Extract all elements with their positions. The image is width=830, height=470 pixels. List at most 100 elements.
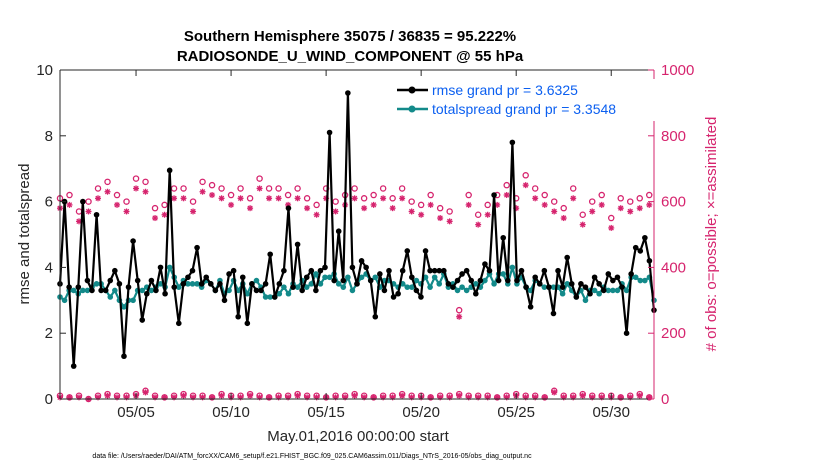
obs-assimilated-marker bbox=[437, 215, 444, 222]
totalspread-point bbox=[267, 294, 273, 300]
x-tick-label: 05/15 bbox=[307, 404, 345, 421]
obs-possible-marker bbox=[199, 178, 206, 186]
asterisk-stroke bbox=[475, 221, 481, 228]
totalspread-point bbox=[262, 294, 269, 300]
totalspread-point bbox=[632, 274, 639, 281]
obs-possible-marker bbox=[550, 198, 558, 205]
rmse-point bbox=[66, 284, 72, 290]
obs-assimilated-marker bbox=[209, 192, 216, 199]
obs-possible-marker bbox=[246, 195, 254, 202]
rmse-point bbox=[89, 287, 95, 294]
asterisk-stroke bbox=[580, 221, 586, 228]
rmse-point bbox=[623, 330, 630, 337]
asterisk-stroke bbox=[228, 202, 234, 208]
rmse-point bbox=[587, 290, 593, 297]
obs-assimilated-zero-marker bbox=[351, 392, 358, 399]
legend-spread-label: totalspread grand pr = 3.3548 bbox=[432, 101, 616, 117]
totalspread-point bbox=[276, 290, 283, 297]
totalspread-point bbox=[564, 281, 570, 287]
rmse-point bbox=[276, 281, 283, 287]
obs-possible-marker bbox=[132, 175, 140, 182]
asterisk-stroke bbox=[580, 393, 586, 399]
obs-possible-marker bbox=[151, 204, 159, 212]
chart-title-line2: RADIOSONDE_U_WIND_COMPONENT @ 55 hPa bbox=[177, 48, 524, 65]
y-left-tick-label: 8 bbox=[45, 128, 53, 145]
totalspread-point bbox=[244, 290, 251, 297]
totalspread-point bbox=[313, 271, 319, 277]
asterisk-stroke bbox=[532, 195, 538, 201]
obs-possible-marker bbox=[484, 201, 491, 209]
asterisk-stroke bbox=[561, 215, 567, 221]
obs-assimilated-marker bbox=[589, 208, 596, 215]
obs-possible-marker bbox=[256, 175, 263, 182]
obs-assimilated-marker bbox=[351, 195, 358, 202]
obs-possible-marker bbox=[455, 306, 463, 314]
legend-box bbox=[392, 79, 656, 121]
asterisk-stroke bbox=[180, 195, 187, 201]
totalspread-point bbox=[623, 287, 630, 294]
totalspread-point bbox=[189, 281, 196, 287]
obs-assimilated-marker bbox=[399, 195, 406, 202]
obs-possible-marker bbox=[427, 191, 434, 199]
asterisk-stroke bbox=[199, 189, 206, 195]
obs-possible-marker bbox=[161, 201, 168, 209]
obs-assimilated-zero-marker bbox=[551, 389, 558, 396]
obs-possible-marker bbox=[541, 191, 548, 199]
rmse-point bbox=[614, 274, 621, 281]
y-right-tick-label: 0 bbox=[661, 391, 669, 408]
asterisk-stroke bbox=[294, 195, 301, 201]
obs-assimilated-marker bbox=[332, 208, 339, 215]
y-axis-label-left: rmse and totalspread bbox=[16, 164, 33, 305]
asterisk-stroke bbox=[504, 192, 510, 198]
rmse-point bbox=[130, 238, 136, 244]
asterisk-stroke bbox=[456, 314, 462, 320]
rmse-point bbox=[514, 277, 520, 284]
totalspread-point bbox=[157, 281, 164, 287]
obs-assimilated-marker bbox=[446, 218, 453, 225]
obs-assimilated-zero-marker bbox=[636, 392, 643, 399]
y-left-tick-label: 0 bbox=[45, 391, 53, 408]
asterisk-stroke bbox=[123, 208, 130, 215]
obs-possible-marker bbox=[294, 185, 301, 192]
obs-assimilated-marker bbox=[636, 205, 643, 212]
rmse-point bbox=[340, 277, 347, 284]
chart-title-line1: Southern Hemisphere 35075 / 36835 = 95.2… bbox=[184, 28, 516, 45]
totalspread-point bbox=[281, 284, 287, 290]
totalspread-point bbox=[413, 277, 420, 284]
rmse-point bbox=[619, 284, 625, 290]
asterisk-stroke bbox=[599, 202, 605, 208]
obs-assimilated-marker bbox=[104, 188, 111, 195]
asterisk-stroke bbox=[209, 192, 215, 198]
obs-assimilated-marker bbox=[380, 195, 387, 202]
asterisk-stroke bbox=[171, 195, 177, 201]
totalspread-point bbox=[610, 287, 616, 294]
footer-data-file: data file: /Users/raeder/DAI/ATM_forcXX/… bbox=[92, 453, 532, 460]
totalspread-point bbox=[121, 304, 127, 310]
rmse-point bbox=[610, 277, 616, 284]
rmse-point bbox=[308, 267, 315, 274]
totalspread-point bbox=[605, 287, 612, 294]
obs-possible-marker bbox=[208, 181, 216, 189]
obs-assimilated-marker bbox=[180, 195, 187, 202]
obs-assimilated-zero-marker bbox=[104, 392, 111, 399]
rmse-point bbox=[299, 287, 305, 294]
obs-possible-marker bbox=[626, 198, 634, 205]
rmse-point bbox=[642, 234, 648, 241]
obs-possible-marker bbox=[389, 195, 396, 202]
rmse-point bbox=[290, 284, 296, 290]
asterisk-stroke bbox=[275, 195, 282, 201]
obs-assimilated-marker bbox=[142, 188, 149, 195]
rmse-point bbox=[372, 313, 379, 320]
totalspread-point bbox=[253, 277, 260, 284]
totalspread-point bbox=[541, 284, 548, 290]
obs-count-markers bbox=[56, 172, 653, 403]
obs-assimilated-marker bbox=[266, 195, 273, 202]
obs-assimilated-marker bbox=[570, 195, 577, 202]
rmse-point bbox=[367, 277, 374, 284]
asterisk-stroke bbox=[76, 218, 82, 224]
obs-assimilated-marker bbox=[66, 201, 73, 208]
rmse-point bbox=[409, 274, 415, 281]
asterisk-stroke bbox=[142, 189, 149, 195]
rmse-point bbox=[390, 294, 397, 300]
